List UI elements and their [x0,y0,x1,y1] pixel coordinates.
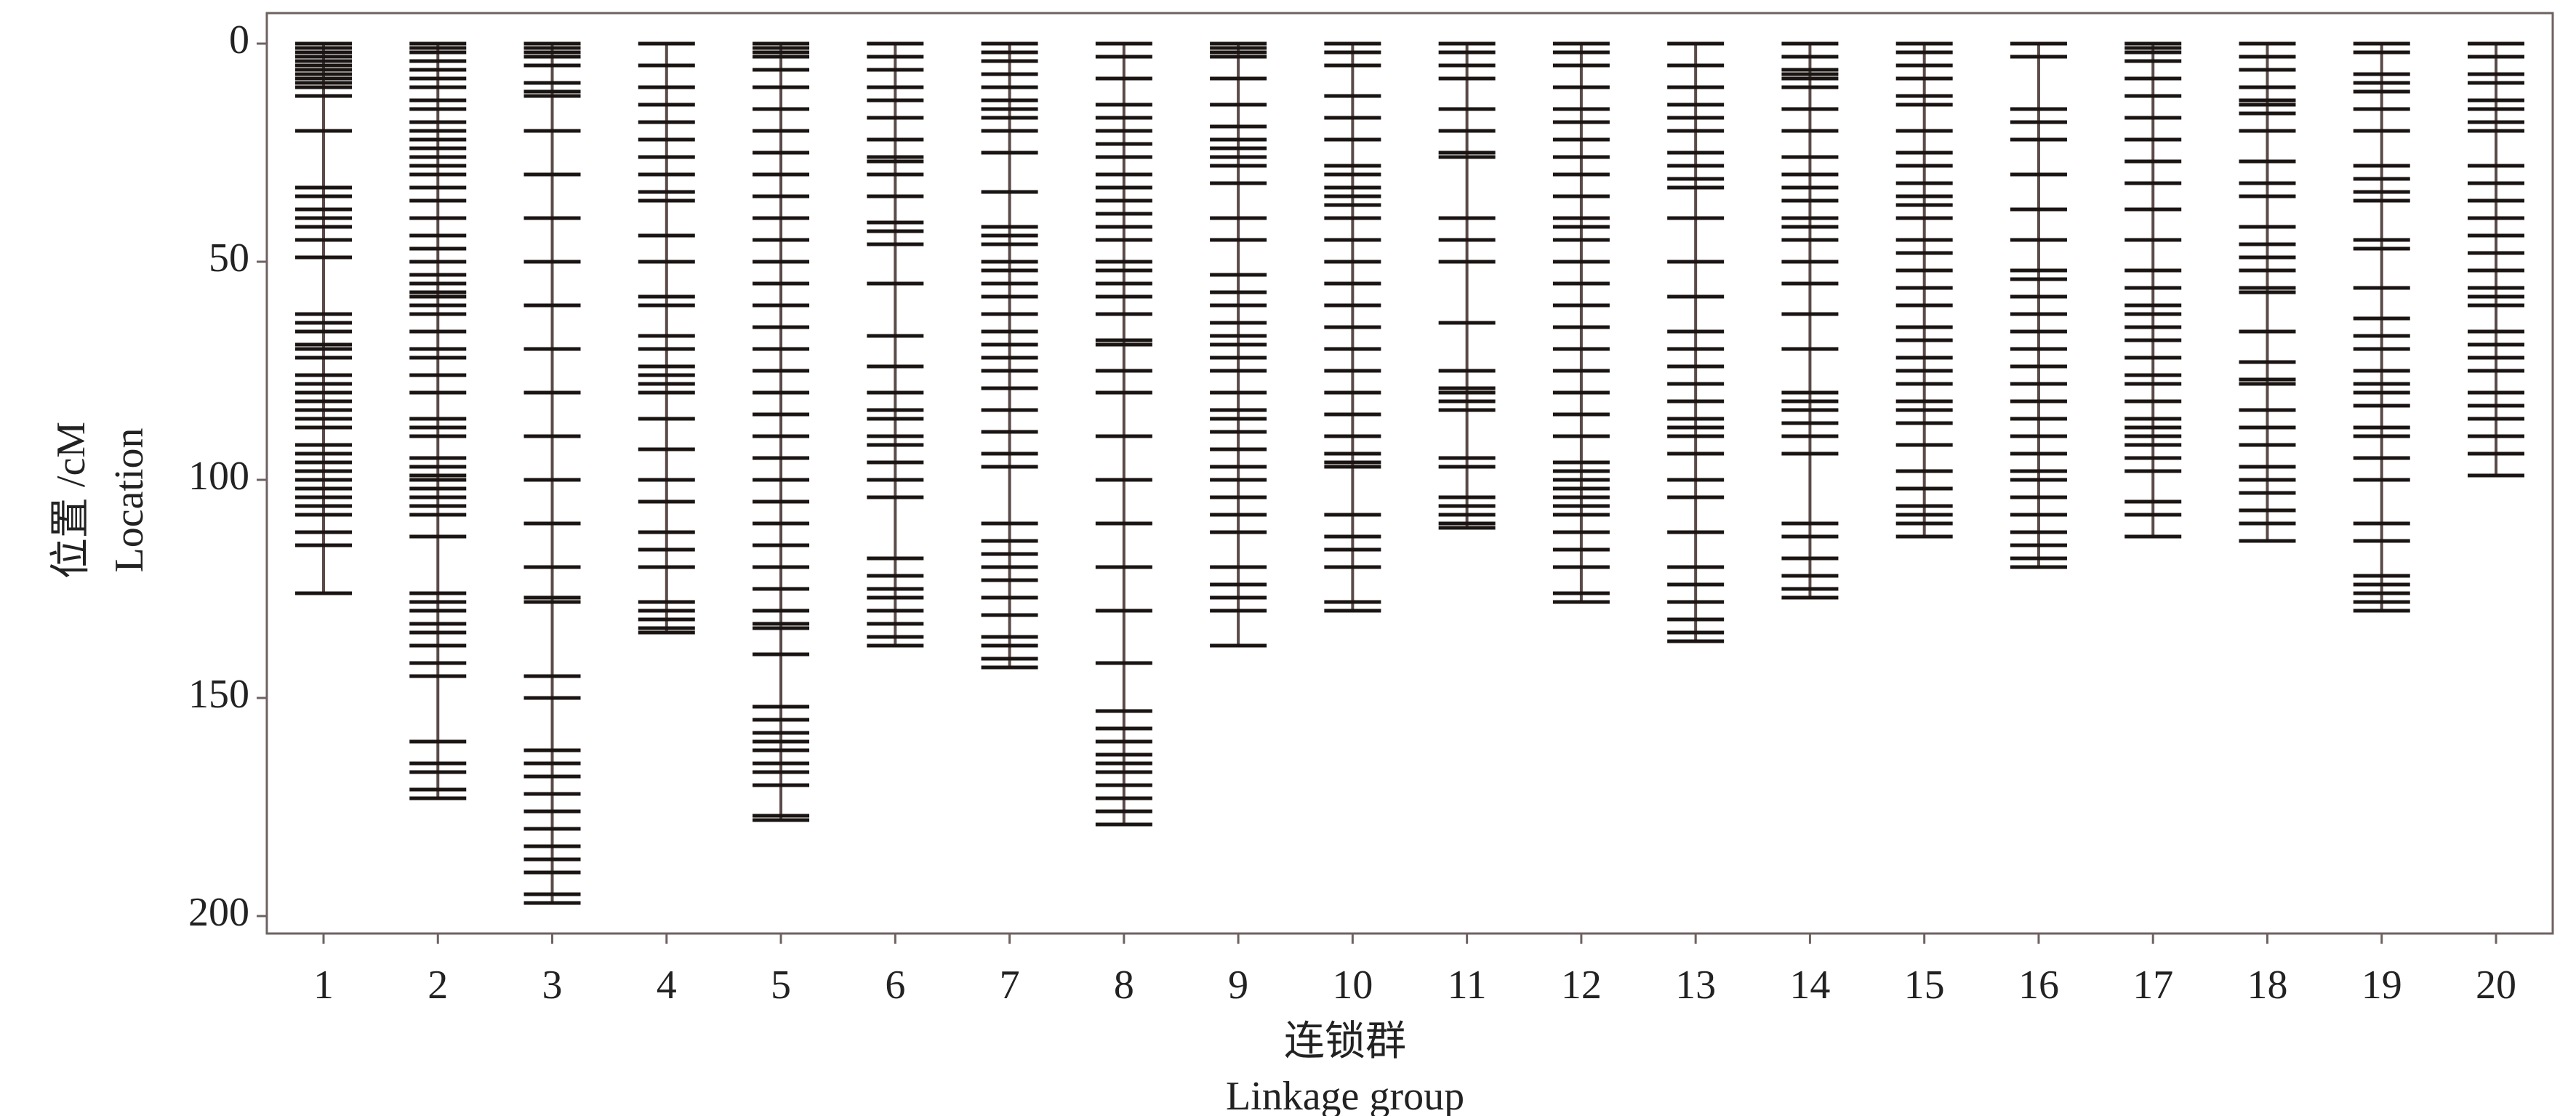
x-tick-label: 5 [771,963,791,1008]
x-tick-label: 9 [1228,963,1248,1008]
x-tick-label: 6 [885,963,905,1008]
y-axis-label-en: Location [107,427,152,572]
y-tick-label: 200 [188,890,249,935]
y-tick-label: 150 [188,672,249,717]
x-tick-label: 4 [657,963,677,1008]
x-tick-label: 15 [1904,963,1945,1008]
x-tick-label: 12 [1561,963,1602,1008]
x-tick-label: 20 [2476,963,2516,1008]
y-axis-label: 位置 /cM [49,422,94,579]
x-tick-label: 16 [2018,963,2059,1008]
x-tick-label: 2 [428,963,448,1008]
x-tick-label: 3 [542,963,563,1008]
x-tick-label: 17 [2132,963,2173,1008]
x-tick-label: 11 [1448,963,1487,1008]
y-tick-label: 50 [209,236,249,281]
x-tick-label: 19 [2362,963,2402,1008]
x-axis-label: 连锁群 [1284,1019,1406,1064]
plot-frame [265,12,2554,935]
x-tick-label: 14 [1789,963,1830,1008]
x-tick-label: 13 [1675,963,1716,1008]
x-tick-label: 7 [1000,963,1020,1008]
x-tick-label: 1 [313,963,334,1008]
y-tick-label: 100 [188,454,249,499]
x-tick-label: 18 [2247,963,2287,1008]
x-tick-label: 10 [1332,963,1373,1008]
y-tick-label: 0 [229,17,249,63]
x-axis-label-en: Linkage group [1226,1074,1464,1116]
x-tick-label: 8 [1114,963,1134,1008]
